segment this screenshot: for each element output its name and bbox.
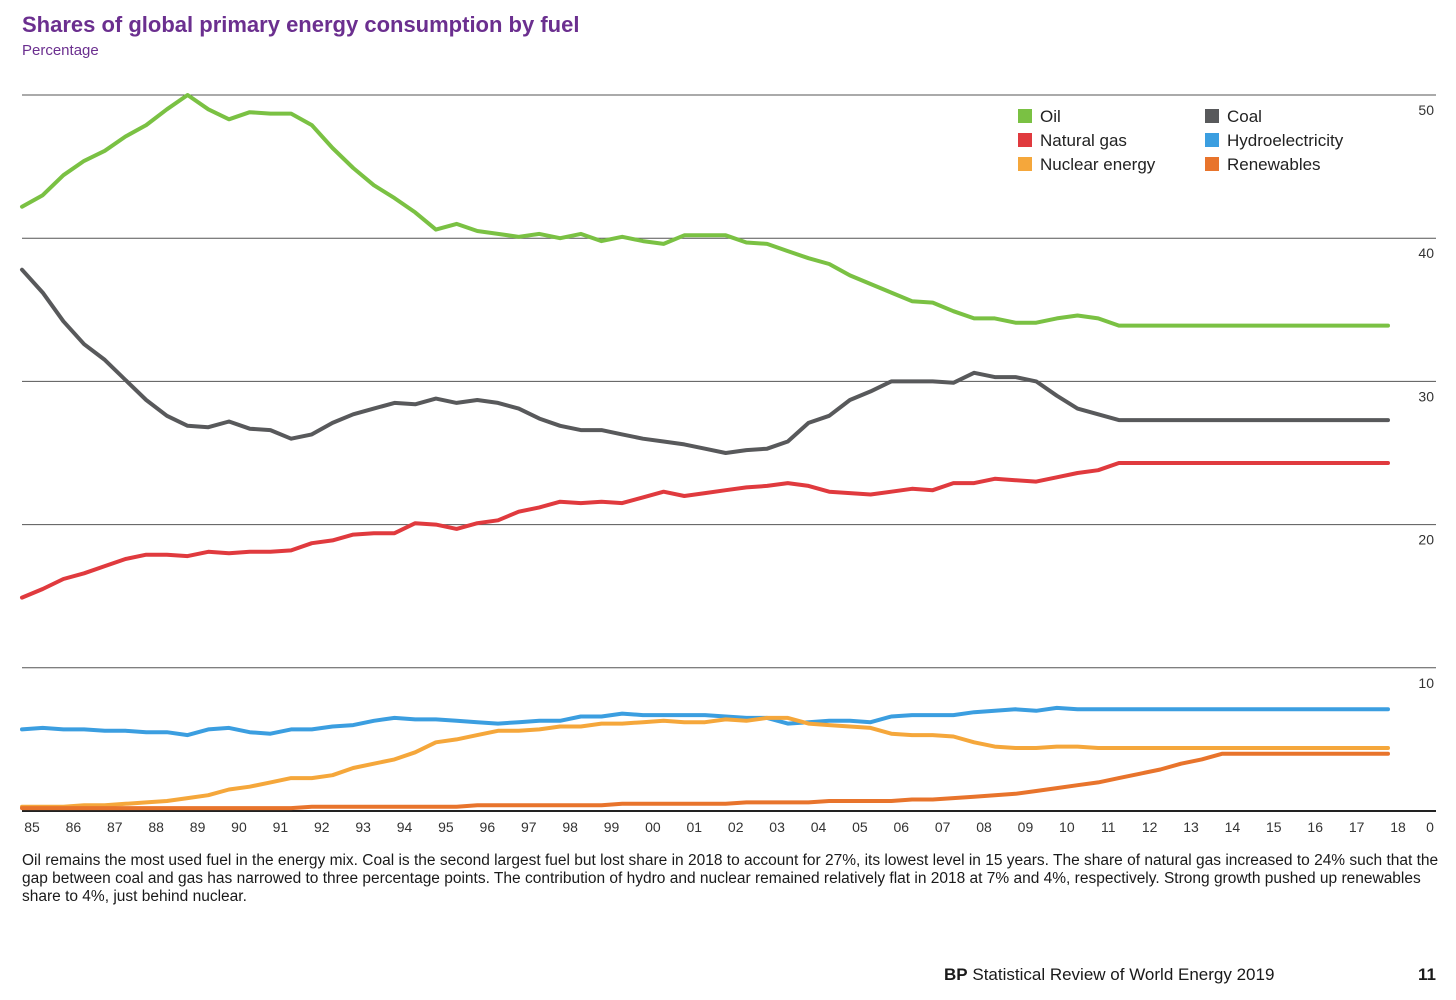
x-tick-label: 01 bbox=[687, 819, 703, 835]
gridlines bbox=[22, 94, 1436, 812]
x-tick-label: 17 bbox=[1349, 819, 1365, 835]
y-tick-label-40: 40 bbox=[1418, 245, 1434, 261]
series-lines bbox=[20, 93, 1390, 811]
series-line-coal bbox=[20, 267, 1390, 455]
x-tick-label: 08 bbox=[976, 819, 992, 835]
legend-swatch-nuclear-energy bbox=[1018, 157, 1032, 171]
x-tick-label: 05 bbox=[852, 819, 868, 835]
chart-subtitle: Percentage bbox=[22, 42, 99, 59]
x-tick-label: 94 bbox=[397, 819, 413, 835]
y-tick-label-10: 10 bbox=[1418, 675, 1434, 691]
x-tick-label: 99 bbox=[604, 819, 620, 835]
x-tick-label: 06 bbox=[893, 819, 909, 835]
x-tick-label: 90 bbox=[231, 819, 247, 835]
series-line-renewables bbox=[20, 751, 1390, 811]
x-tick-label: 86 bbox=[66, 819, 82, 835]
x-tick-label: 89 bbox=[190, 819, 206, 835]
x-tick-label: 02 bbox=[728, 819, 744, 835]
x-tick-label: 11 bbox=[1101, 819, 1116, 835]
x-tick-label: 04 bbox=[811, 819, 827, 835]
x-tick-label: 07 bbox=[935, 819, 951, 835]
x-tick-label: 16 bbox=[1307, 819, 1323, 835]
series-line-nuclear-energy bbox=[20, 715, 1390, 809]
footer-brand: BP bbox=[944, 965, 968, 984]
x-tick-label: 00 bbox=[645, 819, 661, 835]
x-tick-label: 93 bbox=[355, 819, 371, 835]
x-tick-label: 03 bbox=[769, 819, 785, 835]
y-tick-label-50: 50 bbox=[1418, 102, 1434, 118]
legend-label-hydroelectricity: Hydroelectricity bbox=[1227, 131, 1344, 150]
x-tick-label: 91 bbox=[273, 819, 289, 835]
legend: Oil Natural gas Nuclear energy Coal Hydroele… bbox=[1018, 107, 1344, 174]
x-tick-label: 15 bbox=[1266, 819, 1282, 835]
footer: BP Statistical Review of World Energy 20… bbox=[944, 965, 1274, 985]
x-tick-label: 92 bbox=[314, 819, 330, 835]
page-number: 11 bbox=[1418, 965, 1436, 984]
x-tick-label-zero: 0 bbox=[1426, 819, 1434, 835]
x-tick-label: 87 bbox=[107, 819, 123, 835]
legend-label-renewables: Renewables bbox=[1227, 155, 1321, 174]
legend-label-natural-gas: Natural gas bbox=[1040, 131, 1127, 150]
x-tick-label: 14 bbox=[1225, 819, 1241, 835]
legend-swatch-oil bbox=[1018, 109, 1032, 123]
legend-swatch-natural-gas bbox=[1018, 133, 1032, 147]
x-tick-label: 18 bbox=[1390, 819, 1406, 835]
x-tick-label: 10 bbox=[1059, 819, 1075, 835]
series-line-oil bbox=[20, 93, 1390, 328]
x-tick-label: 13 bbox=[1183, 819, 1199, 835]
chart-caption: Oil remains the most used fuel in the en… bbox=[22, 852, 1439, 905]
series-line-hydroelectricity bbox=[20, 705, 1390, 738]
series-line-natural-gas bbox=[20, 461, 1390, 600]
x-tick-label: 97 bbox=[521, 819, 537, 835]
legend-swatch-hydroelectricity bbox=[1205, 133, 1219, 147]
y-tick-label-30: 30 bbox=[1418, 388, 1434, 404]
line-chart: 85 86 87 88 89 90 91 92 93 94 95 96 97 98 99 00 01 02 03 04… bbox=[20, 93, 1436, 835]
chart-title: Shares of global primary energy consumpt… bbox=[22, 12, 580, 37]
footer-publication: Statistical Review of World Energy 2019 bbox=[972, 965, 1275, 984]
x-axis-tick-labels: 85 86 87 88 89 90 91 92 93 94 95 96 97 98 99 00 01 02 03 04… bbox=[24, 819, 1434, 835]
x-tick-label: 98 bbox=[562, 819, 578, 835]
legend-label-nuclear-energy: Nuclear energy bbox=[1040, 155, 1156, 174]
y-tick-label-20: 20 bbox=[1418, 532, 1434, 548]
x-tick-label: 12 bbox=[1142, 819, 1158, 835]
y-axis-tick-labels: 10 20 30 40 50 bbox=[1418, 102, 1434, 691]
legend-label-coal: Coal bbox=[1227, 107, 1262, 126]
x-tick-label: 95 bbox=[438, 819, 454, 835]
legend-label-oil: Oil bbox=[1040, 107, 1061, 126]
x-tick-label: 09 bbox=[1018, 819, 1034, 835]
legend-swatch-coal bbox=[1205, 109, 1219, 123]
x-tick-label: 88 bbox=[148, 819, 164, 835]
x-tick-label: 96 bbox=[480, 819, 496, 835]
x-tick-label: 85 bbox=[24, 819, 40, 835]
legend-swatch-renewables bbox=[1205, 157, 1219, 171]
